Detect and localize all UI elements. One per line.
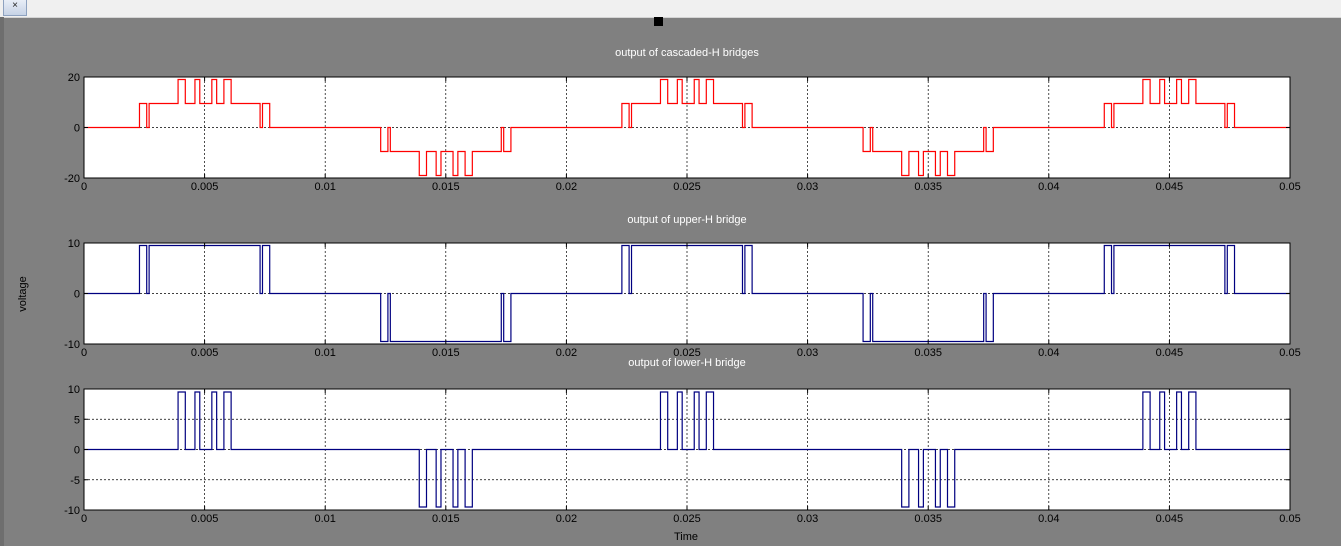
y-tick-label: 0 xyxy=(74,123,80,135)
y-tick-label: 0 xyxy=(74,289,80,301)
x-tick-label: 0 xyxy=(81,181,87,193)
x-tick-label: 0 xyxy=(81,513,87,525)
subplot-title: output of lower-H bridge xyxy=(628,357,745,369)
y-tick-label: 10 xyxy=(68,238,80,250)
x-tick-label: 0.035 xyxy=(914,181,942,193)
x-tick-label: 0.015 xyxy=(432,347,460,359)
y-tick-label: 0 xyxy=(74,445,80,457)
y-tick-label: 20 xyxy=(68,72,80,84)
x-tick-label: 0.04 xyxy=(1038,181,1059,193)
x-tick-label: 0.035 xyxy=(914,513,942,525)
y-tick-label: -20 xyxy=(64,173,80,185)
x-axis-label: Time xyxy=(674,531,698,543)
x-tick-label: 0.045 xyxy=(1156,347,1184,359)
x-tick-label: 0.01 xyxy=(314,347,335,359)
x-tick-label: 0 xyxy=(81,347,87,359)
y-tick-label: -5 xyxy=(70,475,80,487)
x-tick-label: 0.045 xyxy=(1156,181,1184,193)
x-tick-label: 0.04 xyxy=(1038,347,1059,359)
x-tick-label: 0.025 xyxy=(673,181,701,193)
subplot-2: 0 0.005 0.01 0.015 0.02 0.025 0.03 0.035 0.04 0.0… xyxy=(64,214,1301,359)
x-tick-label: 0.02 xyxy=(556,347,577,359)
x-tick-label: 0.035 xyxy=(914,347,942,359)
x-tick-label: 0.005 xyxy=(191,513,219,525)
x-tick-label: 0.045 xyxy=(1156,513,1184,525)
x-tick-label: 0.025 xyxy=(673,513,701,525)
x-tick-label: 0.05 xyxy=(1279,181,1300,193)
subplot-1: 0 0.005 0.01 0.015 0.02 0.025 0.03 0.035 0.04 0.0… xyxy=(64,47,1301,193)
x-tick-label: 0.015 xyxy=(432,513,460,525)
x-tick-label: 0.02 xyxy=(556,513,577,525)
y-tick-label: 5 xyxy=(74,414,80,426)
y-tick-label: -10 xyxy=(64,339,80,351)
x-tick-label: 0.005 xyxy=(191,347,219,359)
subplot-3: 0 0.005 0.01 0.015 0.02 0.025 0.03 0.035 0.04 0.0… xyxy=(64,357,1301,525)
x-tick-label: 0.05 xyxy=(1279,347,1300,359)
x-tick-label: 0.03 xyxy=(797,181,818,193)
x-tick-label: 0.03 xyxy=(797,513,818,525)
x-tick-label: 0.015 xyxy=(432,181,460,193)
y-tick-label: 10 xyxy=(68,384,80,396)
x-tick-label: 0.05 xyxy=(1279,513,1300,525)
y-axis-label: voltage xyxy=(17,276,29,311)
x-tick-label: 0.01 xyxy=(314,513,335,525)
x-tick-label: 0.04 xyxy=(1038,513,1059,525)
x-tick-label: 0.02 xyxy=(556,181,577,193)
subplot-title: output of cascaded-H bridges xyxy=(615,47,759,59)
y-tick-label: -10 xyxy=(64,505,80,517)
x-tick-label: 0.005 xyxy=(191,181,219,193)
x-tick-label: 0.01 xyxy=(314,181,335,193)
x-tick-label: 0.03 xyxy=(797,347,818,359)
subplot-title: output of upper-H bridge xyxy=(627,214,746,226)
